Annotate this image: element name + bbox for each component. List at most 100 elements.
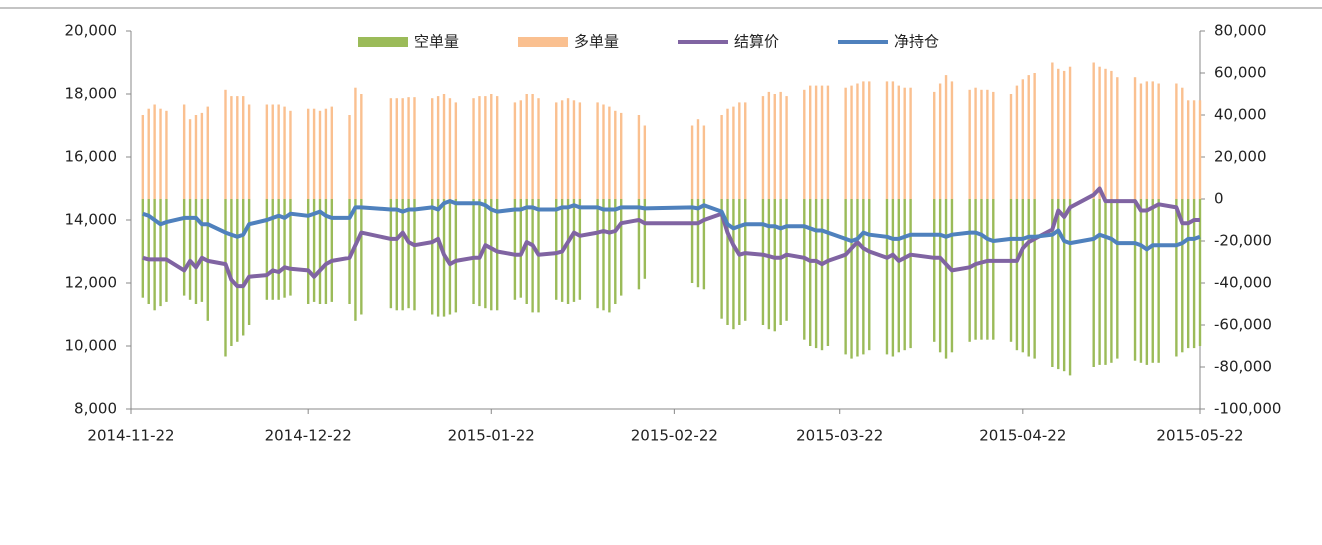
bar xyxy=(1145,199,1149,365)
bar xyxy=(1133,199,1137,361)
bar xyxy=(165,199,168,302)
y-tick-label: 12,000 xyxy=(65,274,118,292)
bar xyxy=(236,199,239,342)
bar xyxy=(330,199,334,302)
bar xyxy=(312,108,316,199)
bar xyxy=(194,115,198,199)
bar xyxy=(767,199,771,330)
bar xyxy=(885,199,889,355)
bar xyxy=(271,199,274,300)
bar xyxy=(188,119,192,199)
bar xyxy=(318,199,322,304)
bar xyxy=(1151,81,1154,199)
bar xyxy=(324,199,328,304)
bar xyxy=(484,96,487,199)
bar xyxy=(726,108,729,199)
bar xyxy=(389,199,393,309)
bar xyxy=(283,199,286,298)
bar xyxy=(596,102,599,199)
bar xyxy=(165,110,168,199)
bar xyxy=(495,96,499,199)
bar xyxy=(844,199,847,355)
bar xyxy=(1157,83,1160,199)
bar xyxy=(478,96,481,199)
bar xyxy=(850,85,853,199)
bar xyxy=(348,199,351,304)
bar xyxy=(643,199,647,279)
bar xyxy=(850,199,853,359)
bar xyxy=(1139,199,1143,363)
bar xyxy=(992,199,995,340)
bar xyxy=(454,102,458,199)
x-tick-label: 2015-03-22 xyxy=(796,427,883,445)
bar xyxy=(726,199,729,325)
bar xyxy=(1186,100,1190,199)
bar xyxy=(862,199,865,355)
bar xyxy=(1151,199,1154,363)
y2-tick-label: -40,000 xyxy=(1214,274,1272,292)
y2-tick-label: 60,000 xyxy=(1214,64,1267,82)
bar xyxy=(808,85,812,199)
bar xyxy=(808,199,812,346)
bar xyxy=(720,115,723,199)
bar xyxy=(401,199,404,311)
bar xyxy=(1027,75,1030,199)
bar xyxy=(986,199,989,340)
line xyxy=(142,199,1201,252)
bar xyxy=(732,106,735,199)
bar xyxy=(194,199,198,304)
bar xyxy=(738,199,741,325)
bar xyxy=(885,81,889,199)
bar xyxy=(1068,199,1072,376)
bar xyxy=(620,199,623,296)
bar xyxy=(1181,87,1184,199)
bar xyxy=(1186,199,1190,349)
bar xyxy=(690,125,694,199)
y2-tick-label: 40,000 xyxy=(1214,106,1267,124)
bar xyxy=(974,199,977,340)
line xyxy=(142,186,1200,289)
bar xyxy=(484,199,487,309)
bar xyxy=(572,199,576,302)
y-tick-label: 18,000 xyxy=(65,85,118,103)
bar xyxy=(637,199,641,290)
x-tick-label: 2014-11-22 xyxy=(87,427,174,445)
x-tick-label: 2015-05-22 xyxy=(1156,427,1243,445)
bar xyxy=(454,199,458,313)
bar xyxy=(690,199,694,283)
bar xyxy=(318,110,322,199)
bar xyxy=(531,199,534,313)
bar xyxy=(306,108,310,199)
bar xyxy=(897,85,900,199)
bar xyxy=(531,94,534,199)
bar xyxy=(974,87,977,199)
bar xyxy=(744,102,747,199)
bar xyxy=(147,199,150,304)
bar xyxy=(620,112,623,199)
bar xyxy=(330,106,334,199)
bar xyxy=(1009,199,1013,342)
bar xyxy=(614,110,617,199)
bar xyxy=(1033,73,1036,199)
bar xyxy=(431,199,434,315)
bar xyxy=(891,199,895,357)
bar xyxy=(395,98,398,199)
bar xyxy=(602,104,605,199)
bar xyxy=(1133,77,1137,199)
bar xyxy=(732,199,735,330)
bar xyxy=(820,85,824,199)
legend-label: 空单量 xyxy=(414,33,459,51)
y-tick-label: 20,000 xyxy=(65,22,118,40)
bar xyxy=(785,96,788,199)
bar xyxy=(933,199,936,342)
bar xyxy=(407,97,410,199)
bar xyxy=(560,100,564,199)
bar xyxy=(436,96,440,199)
bar xyxy=(1110,199,1113,363)
bar xyxy=(277,199,280,300)
bar xyxy=(933,91,936,199)
bar xyxy=(992,91,995,199)
bar xyxy=(141,115,145,199)
bar xyxy=(950,199,954,353)
bar xyxy=(862,81,865,199)
